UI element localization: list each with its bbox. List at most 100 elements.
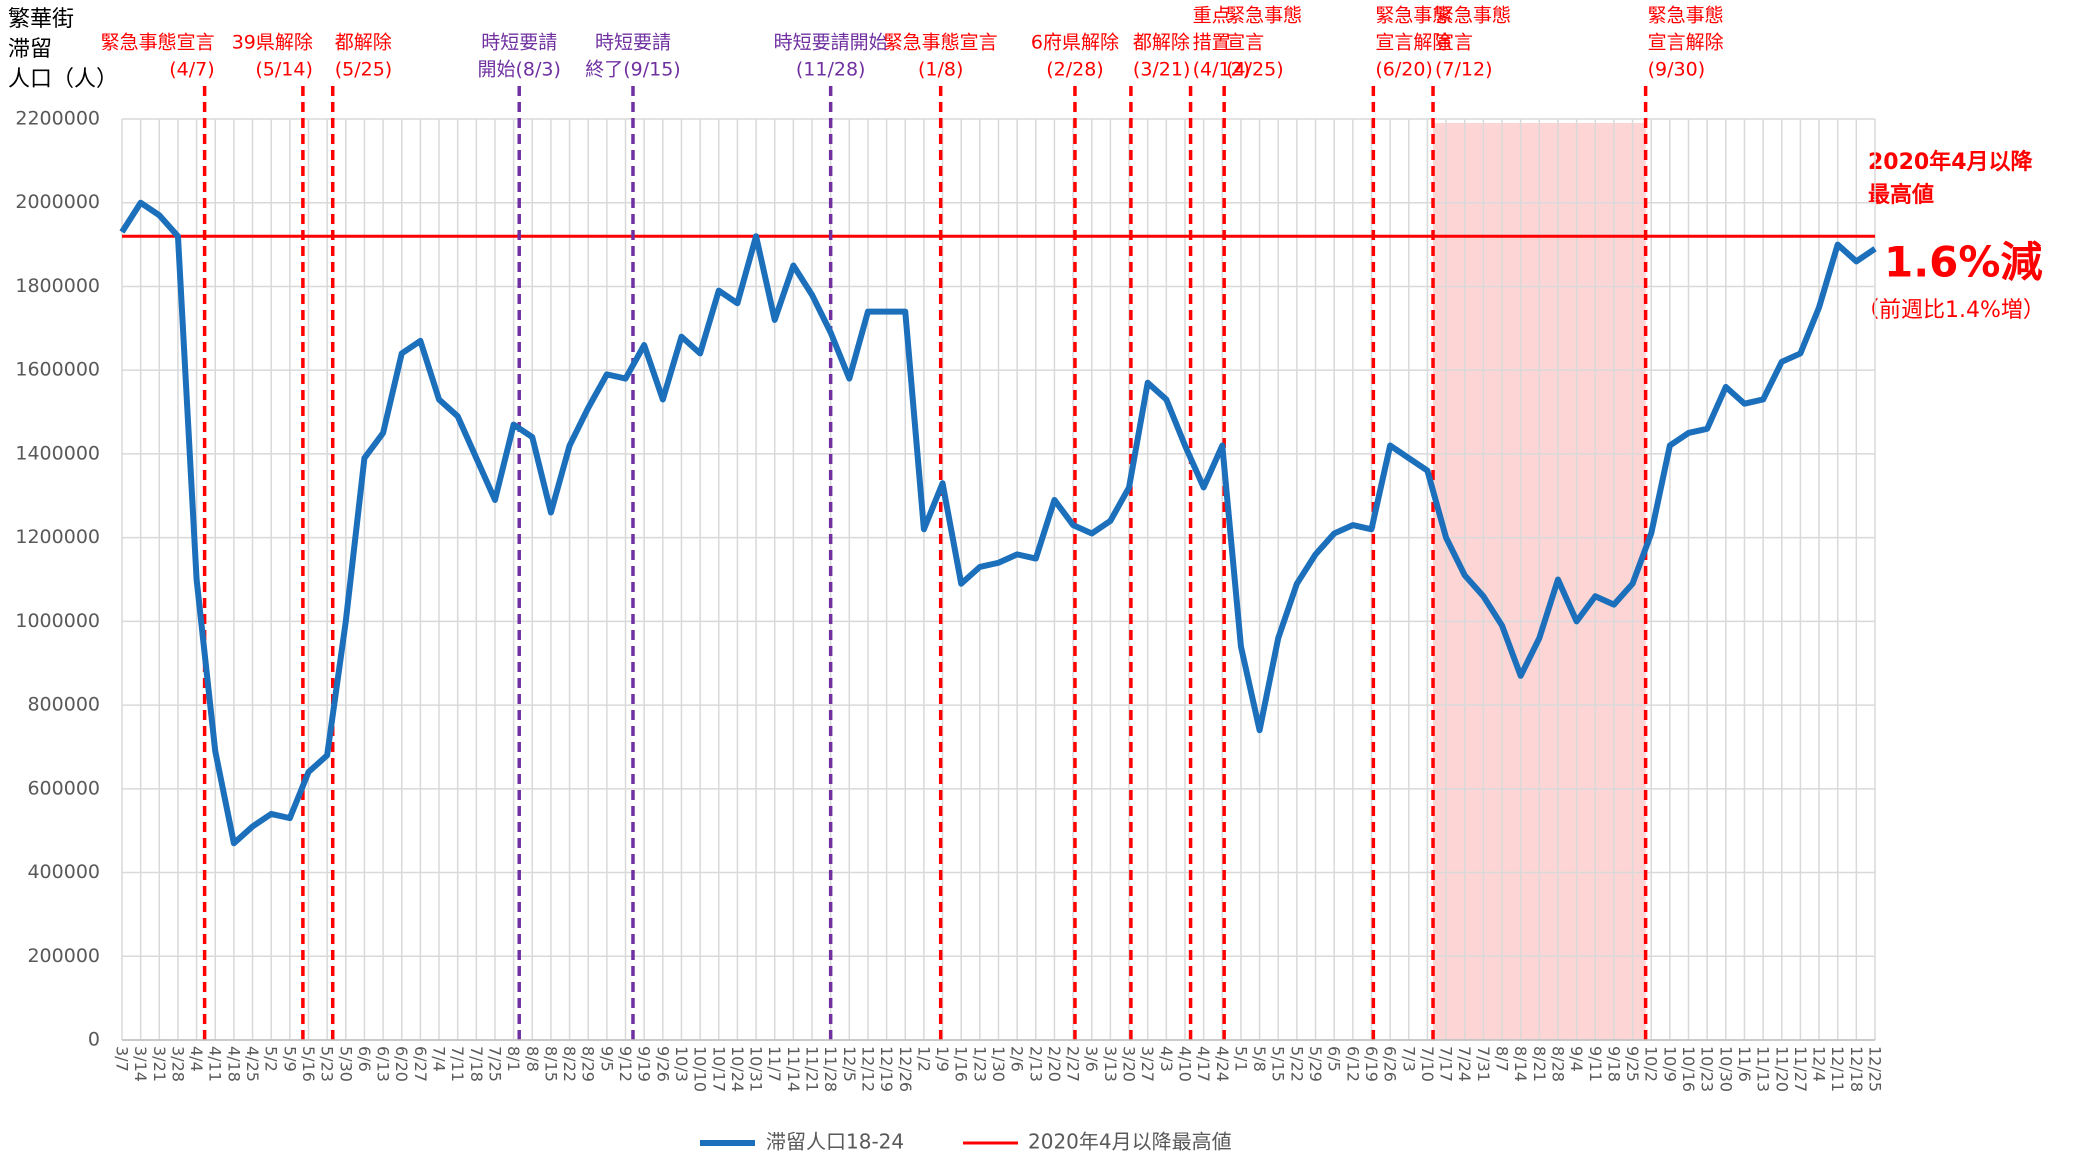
- event-label: (3/21): [1133, 59, 1191, 81]
- x-tick-label: 8/1: [504, 1046, 523, 1072]
- x-tick-label: 2/27: [1064, 1046, 1083, 1082]
- x-tick-label: 7/18: [467, 1046, 486, 1082]
- event-label: 時短要請: [595, 32, 671, 54]
- x-tick-label: 5/29: [1306, 1046, 1325, 1082]
- y-tick-label: 200000: [27, 945, 100, 967]
- event-label: 6府県解除: [1031, 32, 1119, 54]
- y-tick-label: 1800000: [15, 275, 100, 297]
- x-tick-label: 9/19: [635, 1046, 654, 1082]
- x-tick-label: 6/26: [1381, 1046, 1400, 1082]
- x-tick-label: 10/10: [691, 1046, 710, 1092]
- x-tick-label: 7/3: [1399, 1046, 1418, 1072]
- x-tick-label: 3/28: [168, 1046, 187, 1082]
- event-label: 措置: [1193, 32, 1231, 54]
- y-tick-label: 1200000: [15, 526, 100, 548]
- x-tick-label: 8/29: [579, 1046, 598, 1082]
- legend-label: 2020年4月以降最高値: [1028, 1130, 1232, 1154]
- event-label: 宣言: [1435, 32, 1473, 54]
- event-label: 宣言解除: [1375, 32, 1451, 54]
- y-tick-label: 1600000: [15, 359, 100, 381]
- event-label: (5/14): [255, 59, 313, 81]
- y-axis-label: 滞留: [8, 37, 52, 62]
- x-tick-label: 3/13: [1101, 1046, 1120, 1082]
- event-label: 緊急事態宣言: [884, 32, 998, 54]
- x-tick-label: 3/14: [131, 1046, 150, 1082]
- event-label: 時短要請開始: [774, 32, 888, 54]
- x-tick-label: 11/14: [784, 1046, 803, 1092]
- x-tick-label: 1/30: [989, 1046, 1008, 1082]
- event-label: 重点: [1193, 5, 1231, 27]
- x-tick-label: 9/26: [653, 1046, 672, 1082]
- x-tick-label: 5/8: [1250, 1046, 1269, 1072]
- event-label: (2/28): [1046, 59, 1104, 81]
- event-label: (4/12): [1193, 59, 1251, 81]
- event-label: 緊急事態: [1648, 5, 1724, 27]
- x-tick-label: 4/18: [224, 1046, 243, 1082]
- event-label: 宣言: [1226, 32, 1264, 54]
- x-tick-label: 5/30: [336, 1046, 355, 1082]
- x-tick-label: 3/6: [1082, 1046, 1101, 1072]
- x-tick-label: 5/9: [280, 1046, 299, 1072]
- y-tick-label: 2000000: [15, 191, 100, 213]
- x-tick-label: 5/1: [1231, 1046, 1250, 1072]
- x-tick-label: 12/4: [1810, 1046, 1829, 1082]
- event-label: 緊急事態: [1226, 5, 1302, 27]
- x-tick-label: 10/3: [672, 1046, 691, 1082]
- event-label: 緊急事態: [1435, 5, 1511, 27]
- x-tick-label: 8/14: [1511, 1046, 1530, 1082]
- x-tick-label: 5/23: [318, 1046, 337, 1082]
- x-tick-label: 12/12: [858, 1046, 877, 1092]
- x-tick-label: 2/13: [1026, 1046, 1045, 1082]
- x-tick-label: 9/4: [1567, 1046, 1586, 1072]
- event-label: (11/28): [796, 59, 866, 81]
- y-tick-label: 1400000: [15, 442, 100, 464]
- event-label: 39県解除: [232, 32, 313, 54]
- x-tick-label: 7/31: [1474, 1046, 1493, 1082]
- x-tick-label: 6/27: [411, 1046, 430, 1082]
- x-tick-label: 8/7: [1493, 1046, 1512, 1072]
- event-label: 都解除: [335, 32, 392, 54]
- x-tick-label: 11/13: [1754, 1046, 1773, 1092]
- x-tick-label: 6/12: [1343, 1046, 1362, 1082]
- y-tick-label: 2200000: [15, 108, 100, 130]
- change-annotation: 1.6%減: [1884, 238, 2043, 287]
- y-tick-label: 800000: [27, 694, 100, 716]
- x-tick-label: 5/22: [1287, 1046, 1306, 1082]
- x-tick-label: 10/9: [1660, 1046, 1679, 1082]
- x-tick-label: 1/9: [933, 1046, 952, 1072]
- x-tick-label: 11/7: [765, 1046, 784, 1082]
- x-tick-label: 6/13: [374, 1046, 393, 1082]
- x-tick-label: 4/24: [1213, 1046, 1232, 1082]
- x-tick-label: 4/17: [1194, 1046, 1213, 1082]
- x-tick-label: 7/24: [1455, 1046, 1474, 1082]
- x-tick-label: 5/16: [299, 1046, 318, 1082]
- x-tick-label: 10/23: [1698, 1046, 1717, 1092]
- x-tick-label: 8/8: [523, 1046, 542, 1072]
- y-axis-label: 繁華街: [8, 7, 74, 32]
- x-tick-label: 2/20: [1045, 1046, 1064, 1082]
- x-tick-label: 12/26: [896, 1046, 915, 1092]
- x-tick-label: 11/20: [1772, 1046, 1791, 1092]
- event-label: 開始(8/3): [478, 59, 561, 81]
- y-tick-label: 600000: [27, 777, 100, 799]
- x-tick-label: 11/28: [821, 1046, 840, 1092]
- x-tick-label: 4/10: [1175, 1046, 1194, 1082]
- x-tick-label: 8/15: [541, 1046, 560, 1082]
- event-label: (4/25): [1226, 59, 1284, 81]
- x-tick-label: 1/23: [970, 1046, 989, 1082]
- x-tick-label: 10/16: [1679, 1046, 1698, 1092]
- x-tick-label: 7/11: [448, 1046, 467, 1082]
- x-tick-label: 7/10: [1418, 1046, 1437, 1082]
- y-tick-label: 1000000: [15, 610, 100, 632]
- x-tick-label: 3/21: [150, 1046, 169, 1082]
- x-tick-label: 10/30: [1716, 1046, 1735, 1092]
- y-axis-label: 人口（人）: [8, 67, 118, 92]
- x-tick-label: 8/22: [560, 1046, 579, 1082]
- x-tick-label: 10/2: [1642, 1046, 1661, 1082]
- x-tick-label: 11/21: [803, 1046, 822, 1092]
- event-label: (6/20): [1375, 59, 1433, 81]
- x-tick-label: 3/20: [1120, 1046, 1139, 1082]
- event-label: 緊急事態宣言: [101, 32, 215, 54]
